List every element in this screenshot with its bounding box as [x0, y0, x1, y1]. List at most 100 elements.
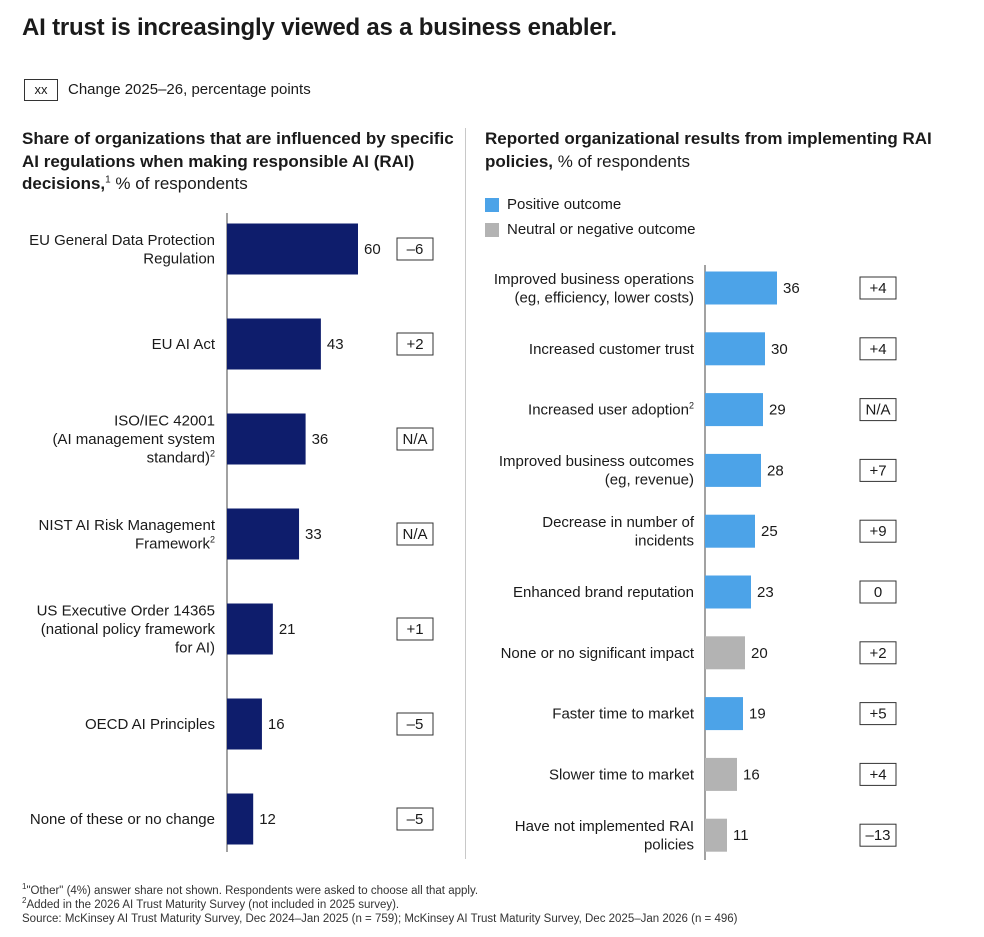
bar: [705, 453, 761, 487]
change-box: [859, 458, 897, 482]
category-label: None or no significant impact: [501, 645, 695, 662]
footnote-1: 1"Other" (4%) answer share not shown. Re…: [22, 882, 479, 897]
left-bar-chart: 60 EU General Data Protection Regulation –6…: [29, 213, 434, 852]
page-title: AI trust is increasingly viewed as a bus…: [22, 14, 617, 41]
bar: [705, 818, 727, 852]
change-value: –5: [407, 811, 424, 828]
change-value: +2: [869, 645, 886, 662]
bar-value-label: 30: [771, 341, 788, 358]
right-bar-chart: 36 Improved business operations (eg, effic…: [494, 265, 897, 860]
change-value: –13: [865, 827, 890, 844]
change-value: +4: [869, 280, 886, 297]
bar: [705, 575, 751, 609]
legend-neutral-label: Neutral or negative outcome: [507, 221, 696, 238]
category-label: Improved business operations (eg, efficie…: [494, 271, 694, 307]
change-value: +9: [869, 523, 886, 540]
category-label: Faster time to market: [552, 706, 695, 723]
change-box: [396, 332, 434, 356]
bar: [705, 636, 745, 670]
category-label: US Executive Order 14365 (national policy…: [37, 603, 216, 657]
change-value: –5: [407, 716, 424, 733]
bar: [705, 697, 743, 731]
bar: [227, 413, 306, 465]
bar-value-label: 16: [268, 716, 285, 733]
bar: [227, 508, 300, 560]
change-box: [396, 807, 434, 831]
change-legend-text: Change 2025–26, percentage points: [68, 81, 311, 98]
bar-value-label: 11: [733, 827, 749, 844]
panel-divider: [465, 128, 466, 859]
change-box: [859, 580, 897, 604]
change-value: +4: [869, 766, 886, 783]
change-box: [859, 398, 897, 422]
bar: [227, 793, 254, 845]
bar-value-label: 23: [757, 584, 774, 601]
bar: [705, 271, 777, 305]
left-chart-title: Share of organizations that are influenc…: [22, 128, 462, 196]
change-box: [396, 617, 434, 641]
bar: [705, 514, 755, 548]
change-value: N/A: [402, 526, 427, 543]
category-label: Enhanced brand reputation: [513, 584, 694, 601]
change-box: [859, 762, 897, 786]
change-legend-box: xx: [24, 79, 58, 101]
category-label: Decrease in number of incidents: [542, 514, 695, 550]
change-value: N/A: [402, 431, 427, 448]
change-box: [396, 522, 434, 546]
change-box: [859, 337, 897, 361]
right-chart-title-unit: % of respondents: [553, 151, 691, 171]
category-label: EU AI Act: [152, 336, 216, 353]
footnote-source: Source: McKinsey AI Trust Maturity Surve…: [22, 913, 738, 925]
bar-value-label: 43: [327, 336, 344, 353]
change-box: [859, 519, 897, 543]
bar-value-label: 36: [312, 431, 329, 448]
category-label: Slower time to market: [549, 766, 695, 783]
change-box: [396, 427, 434, 451]
change-box: [396, 237, 434, 261]
change-value: +1: [406, 621, 423, 638]
bar-value-label: 29: [769, 402, 786, 419]
bar-value-label: 33: [305, 526, 322, 543]
change-value: +2: [406, 336, 423, 353]
bar: [227, 698, 262, 750]
category-label: Increased user adoption2: [528, 401, 694, 419]
bar-value-label: 25: [761, 523, 778, 540]
bar: [227, 318, 321, 370]
bar-value-label: 21: [279, 621, 296, 638]
change-box: [396, 712, 434, 736]
change-value: +4: [869, 341, 886, 358]
change-box: [859, 276, 897, 300]
footnotes: 1"Other" (4%) answer share not shown. Re…: [22, 882, 738, 926]
change-value: 0: [874, 584, 882, 601]
right-chart-title-bold: Reported organizational results from imp…: [485, 129, 932, 171]
category-label: ISO/IEC 42001 (AI management system standa…: [52, 413, 215, 467]
bar-value-label: 19: [749, 706, 766, 723]
left-chart-title-unit: % of respondents: [110, 174, 248, 193]
legend-positive-swatch: [485, 198, 499, 212]
footnote-2: 2Added in the 2026 AI Trust Maturity Sur…: [22, 896, 400, 911]
bar: [705, 757, 737, 791]
change-value: +5: [869, 706, 886, 723]
legend-positive-label: Positive outcome: [507, 196, 622, 213]
change-box: [859, 823, 897, 847]
category-label: None of these or no change: [30, 811, 215, 828]
bar-value-label: 16: [743, 766, 760, 783]
bar-value-label: 12: [259, 811, 276, 828]
bar-value-label: 28: [767, 462, 784, 479]
category-label: NIST AI Risk Management Framework2: [39, 517, 216, 553]
change-value: +7: [869, 462, 886, 479]
bar: [705, 393, 763, 427]
left-chart-title-bold: Share of organizations that are influenc…: [22, 129, 454, 193]
change-value: N/A: [865, 402, 890, 419]
legend-neutral-swatch: [485, 223, 499, 237]
right-chart-title: Reported organizational results from imp…: [485, 128, 945, 173]
change-value: –6: [407, 241, 424, 258]
category-label: Have not implemented RAI policies: [515, 818, 694, 854]
category-label: Improved business outcomes (eg, revenue): [499, 453, 694, 489]
category-label: Increased customer trust: [529, 341, 695, 358]
bar-value-label: 20: [751, 645, 768, 662]
change-box: [859, 641, 897, 665]
change-box: [859, 702, 897, 726]
left-chart-title-footnote-mark: 1: [105, 174, 111, 186]
bar: [705, 332, 765, 366]
